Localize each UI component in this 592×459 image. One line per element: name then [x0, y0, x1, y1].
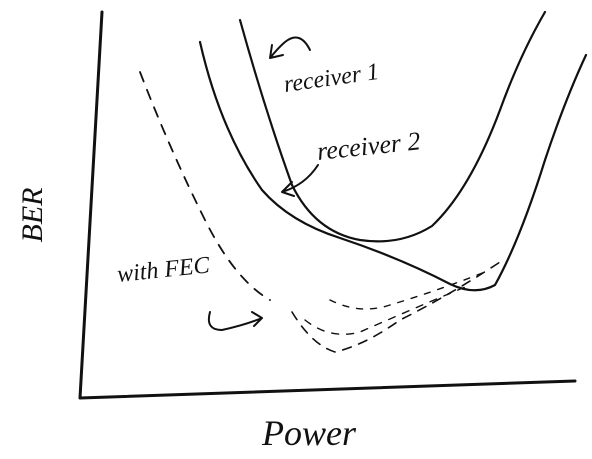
y-axis-label: BER	[16, 188, 49, 243]
sketch: receiver 1 receiver 2 with FEC Power BER	[0, 0, 592, 459]
x-axis-label: Power	[261, 413, 357, 453]
